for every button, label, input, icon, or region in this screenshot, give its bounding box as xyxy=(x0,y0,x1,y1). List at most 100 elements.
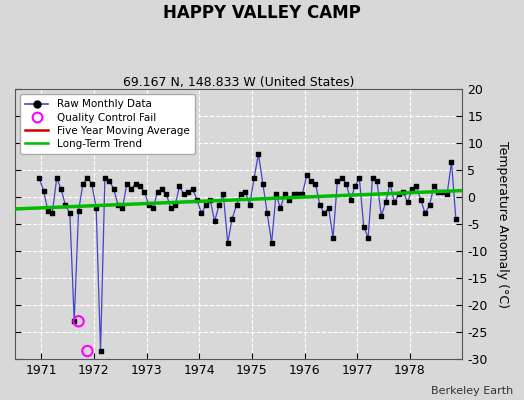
Legend: Raw Monthly Data, Quality Control Fail, Five Year Moving Average, Long-Term Tren: Raw Monthly Data, Quality Control Fail, … xyxy=(20,94,194,154)
Point xyxy=(342,180,351,187)
Point xyxy=(359,224,368,230)
Point xyxy=(189,186,197,192)
Point xyxy=(228,216,236,222)
Point xyxy=(83,175,92,181)
Point xyxy=(136,183,144,190)
Point xyxy=(351,183,359,190)
Point xyxy=(118,205,127,211)
Point xyxy=(324,205,333,211)
Point xyxy=(158,186,166,192)
Point xyxy=(395,191,403,198)
Point xyxy=(52,175,61,181)
Point xyxy=(276,205,285,211)
Point xyxy=(377,213,386,219)
Point xyxy=(43,207,52,214)
Point xyxy=(110,186,118,192)
Point xyxy=(355,175,364,181)
Point xyxy=(74,318,83,324)
Point xyxy=(285,196,293,203)
Point xyxy=(417,196,425,203)
Title: 69.167 N, 148.833 W (United States): 69.167 N, 148.833 W (United States) xyxy=(123,76,354,89)
Point xyxy=(439,188,447,195)
Point xyxy=(267,240,276,246)
Point xyxy=(92,205,101,211)
Point xyxy=(167,205,175,211)
Y-axis label: Temperature Anomaly (°C): Temperature Anomaly (°C) xyxy=(496,140,509,308)
Point xyxy=(224,240,232,246)
Point xyxy=(447,159,456,165)
Point xyxy=(154,188,162,195)
Text: HAPPY VALLEY CAMP: HAPPY VALLEY CAMP xyxy=(163,4,361,22)
Point xyxy=(298,191,307,198)
Point xyxy=(79,180,87,187)
Point xyxy=(232,202,241,208)
Point xyxy=(66,210,74,216)
Point xyxy=(373,178,381,184)
Point xyxy=(320,210,329,216)
Point xyxy=(211,218,219,224)
Point xyxy=(434,188,442,195)
Point xyxy=(83,348,92,354)
Point xyxy=(346,196,355,203)
Point xyxy=(127,186,135,192)
Point xyxy=(289,191,298,198)
Point xyxy=(180,191,188,198)
Point xyxy=(70,318,79,324)
Point xyxy=(254,151,263,157)
Point xyxy=(215,202,223,208)
Point xyxy=(399,188,407,195)
Point xyxy=(403,199,412,206)
Point xyxy=(412,183,421,190)
Point xyxy=(176,183,184,190)
Point xyxy=(337,175,346,181)
Point xyxy=(96,348,105,354)
Point xyxy=(364,234,372,241)
Text: Berkeley Earth: Berkeley Earth xyxy=(431,386,514,396)
Point xyxy=(307,178,315,184)
Point xyxy=(48,210,57,216)
Point xyxy=(245,202,254,208)
Point xyxy=(263,210,271,216)
Point xyxy=(294,191,302,198)
Point xyxy=(430,183,438,190)
Point xyxy=(184,188,192,195)
Point xyxy=(193,196,201,203)
Point xyxy=(333,178,342,184)
Point xyxy=(219,191,227,198)
Point xyxy=(105,178,114,184)
Point xyxy=(88,180,96,187)
Point xyxy=(368,175,377,181)
Point xyxy=(149,205,157,211)
Point xyxy=(162,191,170,198)
Point xyxy=(197,210,205,216)
Point xyxy=(272,191,280,198)
Point xyxy=(421,210,429,216)
Point xyxy=(280,191,289,198)
Point xyxy=(302,172,311,179)
Point xyxy=(259,180,267,187)
Point xyxy=(386,180,394,187)
Point xyxy=(74,207,83,214)
Point xyxy=(443,191,451,198)
Point xyxy=(425,202,434,208)
Point xyxy=(114,202,122,208)
Point xyxy=(311,180,320,187)
Point xyxy=(250,175,258,181)
Point xyxy=(241,188,249,195)
Point xyxy=(390,199,399,206)
Point xyxy=(202,202,210,208)
Point xyxy=(140,188,149,195)
Point xyxy=(206,196,214,203)
Point xyxy=(381,199,390,206)
Point xyxy=(35,175,43,181)
Point xyxy=(452,216,460,222)
Point xyxy=(315,202,324,208)
Point xyxy=(329,234,337,241)
Point xyxy=(101,175,109,181)
Point xyxy=(171,202,179,208)
Point xyxy=(61,202,70,208)
Point xyxy=(123,180,131,187)
Point xyxy=(57,186,66,192)
Point xyxy=(132,180,140,187)
Point xyxy=(145,202,153,208)
